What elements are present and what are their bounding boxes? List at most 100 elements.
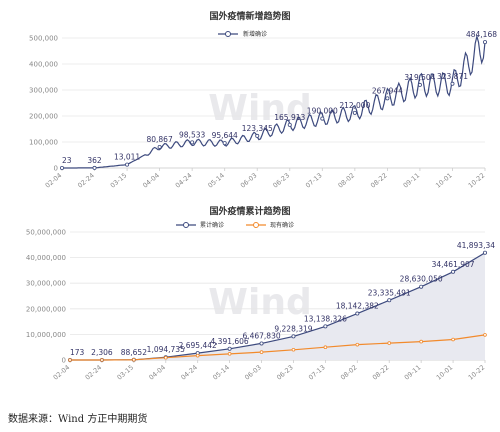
x-tick-label: 10-22	[467, 171, 487, 189]
data-label: 95,644	[212, 131, 238, 140]
data-point	[417, 82, 422, 87]
active-legend-marker	[253, 222, 259, 228]
data-point-active	[227, 352, 232, 356]
new-cases-series	[60, 34, 487, 170]
y-tick-label: 0	[62, 357, 66, 365]
x-tick-label: 05-14	[206, 171, 226, 189]
data-point-active	[419, 339, 423, 344]
data-label: 4,391,606	[211, 337, 249, 346]
x-tick-label: 06-03	[239, 171, 259, 189]
data-label: 41,893,34	[457, 241, 495, 250]
data-label: 190,000	[307, 107, 338, 116]
legend-item-cumulative[interactable]: 累计确诊	[176, 221, 224, 229]
area-fill-cumulative	[70, 252, 485, 360]
new-cases-chart: 国外疫情新增趋势图 新增确诊 Wind 0 100,000 200,000 300,0…	[29, 10, 497, 190]
x-tick-label: 02-04	[44, 171, 64, 189]
data-point-active	[259, 350, 264, 354]
data-label: 362	[87, 156, 102, 165]
data-label: 13,138,326	[304, 314, 347, 323]
data-point-cumulative	[419, 284, 424, 289]
x-tick-label: 08-22	[369, 171, 389, 189]
x-tick-label: 06-03	[243, 363, 263, 381]
new-cases-legend[interactable]: 新增确诊	[218, 30, 267, 38]
data-point	[482, 40, 487, 45]
data-point-cumulative	[259, 341, 264, 346]
new-cases-y-axis: 0 100,000 200,000 300,000 400,000 500,000	[29, 35, 58, 173]
data-point-active	[68, 358, 72, 362]
x-tick-label: 03-15	[109, 171, 129, 189]
cumulative-series	[68, 250, 487, 362]
cumulative-legend-marker	[183, 222, 189, 228]
data-point-active	[483, 333, 487, 337]
y-tick-label: 40,000,000	[26, 254, 66, 262]
data-point-cumulative	[291, 334, 296, 339]
data-point-cumulative	[451, 269, 456, 274]
cumulative-legend[interactable]: 累计确诊 现有确诊	[176, 221, 294, 229]
y-tick-label: 10,000,000	[26, 331, 66, 339]
data-point-active	[132, 357, 136, 362]
data-point-active	[291, 347, 296, 352]
data-point-active	[451, 337, 455, 342]
data-point-cumulative	[482, 250, 487, 255]
y-tick-label: 500,000	[29, 35, 58, 43]
x-tick-label: 09-11	[403, 363, 423, 381]
x-tick-label: 04-04	[141, 171, 161, 189]
data-label: 34,461,907	[432, 260, 475, 269]
x-tick-label: 05-14	[211, 363, 231, 381]
data-point	[385, 96, 390, 101]
data-label: 13,011	[114, 153, 140, 162]
x-tick-label: 06-23	[271, 171, 291, 189]
data-point-active	[100, 358, 104, 362]
cumulative-x-axis: 02-04 02-24 03-15 04-04 04-24 05-14 06-03 06-23…	[52, 360, 486, 382]
data-point-active	[163, 355, 168, 360]
data-point	[450, 81, 455, 86]
y-tick-label: 30,000,000	[26, 280, 66, 288]
wind-watermark: Wind	[208, 282, 311, 323]
cumulative-legend-label: 累计确诊	[200, 221, 224, 229]
data-point	[157, 144, 162, 149]
data-point	[60, 165, 65, 170]
x-tick-label: 08-02	[339, 363, 359, 381]
data-point-cumulative	[227, 346, 232, 351]
data-label: 18,142,382	[336, 302, 379, 311]
x-tick-label: 02-24	[84, 363, 104, 381]
new-cases-x-axis: 02-04 02-24 03-15 04-04 04-24 05-14 06-03 06-23…	[44, 168, 487, 190]
data-label: 88,652	[121, 348, 147, 357]
x-tick-label: 07-13	[304, 171, 324, 189]
new-cases-grid	[62, 37, 485, 169]
data-label: 80,867	[146, 135, 172, 144]
y-tick-label: 20,000,000	[26, 305, 66, 313]
data-label: 267,944	[372, 86, 403, 95]
new-cases-legend-marker	[225, 31, 231, 37]
x-tick-label: 10-01	[435, 363, 455, 381]
x-tick-label: 06-23	[275, 363, 295, 381]
x-tick-label: 04-24	[174, 171, 194, 189]
data-label: 23,335,491	[368, 288, 411, 297]
x-tick-label: 10-01	[434, 171, 454, 189]
data-label: 98,533	[179, 130, 205, 139]
data-label: 323,871	[437, 72, 468, 81]
y-tick-label: 200,000	[29, 113, 58, 121]
x-tick-label: 08-22	[371, 363, 391, 381]
source-note: 数据来源：Wind 方正中期期货	[8, 414, 148, 425]
data-point-cumulative	[355, 311, 360, 316]
cumulative-chart-title: 国外疫情累计趋势图	[209, 206, 290, 217]
data-point-cumulative	[387, 298, 392, 303]
series-line-new-cases	[62, 34, 486, 169]
series-line-active	[70, 334, 486, 361]
data-point-active	[195, 353, 200, 358]
x-tick-label: 08-02	[337, 171, 357, 189]
y-tick-label: 50,000,000	[26, 229, 66, 237]
data-point	[92, 165, 97, 170]
data-label: 2,306	[91, 348, 113, 357]
legend-item-active[interactable]: 现有确诊	[246, 221, 294, 229]
data-label: 212,000	[339, 101, 370, 110]
x-tick-label: 02-04	[52, 363, 72, 381]
x-tick-label: 02-24	[76, 171, 96, 189]
cumulative-cases-chart: 国外疫情累计趋势图 累计确诊 现有确诊 Wind 0 10,000,000 20,0…	[26, 206, 495, 382]
new-cases-chart-title: 国外疫情新增趋势图	[209, 10, 290, 22]
new-cases-legend-label: 新增确诊	[243, 30, 267, 38]
data-label: 319,504	[404, 73, 435, 82]
x-tick-label: 04-04	[147, 363, 167, 381]
data-point-active	[323, 345, 328, 350]
